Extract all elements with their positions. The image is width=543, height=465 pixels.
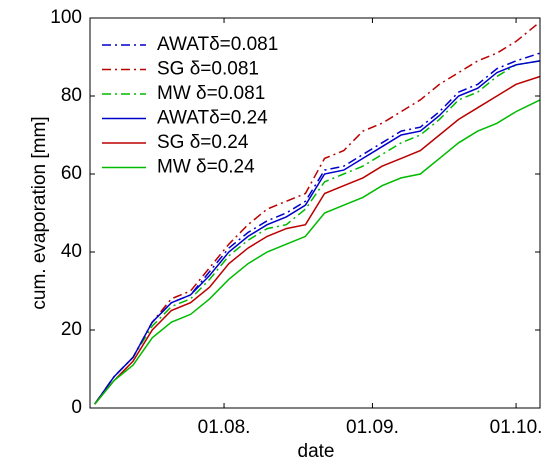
y-tick-label: 100 [50,7,82,28]
series-line [94,52,541,405]
series-line [94,75,541,405]
y-tick-label: 60 [61,163,82,184]
x-tick-label: 01.09. [346,417,399,438]
x-tick-label: 01.10. [490,417,543,438]
y-tick-label: 40 [61,241,82,262]
legend-label: MW δ=0.081 [157,83,265,104]
y-axis-label: cum. evaporation [mm] [29,116,50,309]
series-line [94,60,541,405]
series-line [94,60,541,405]
legend-label: SG δ=0.081 [157,59,259,80]
y-tick-label: 80 [61,85,82,106]
legend-label: SG δ=0.24 [157,132,249,153]
y-tick-label: 0 [71,397,82,418]
series-line [94,21,541,405]
x-tick-label: 01.08. [198,417,251,438]
plot-frame [89,17,541,409]
legend-label: AWATδ=0.24 [157,108,268,129]
series-line [94,99,541,405]
x-axis-label: date [298,441,335,462]
y-tick-label: 20 [61,319,82,340]
legend-label: AWATδ=0.081 [157,34,278,55]
legend-label: MW δ=0.24 [157,157,255,178]
